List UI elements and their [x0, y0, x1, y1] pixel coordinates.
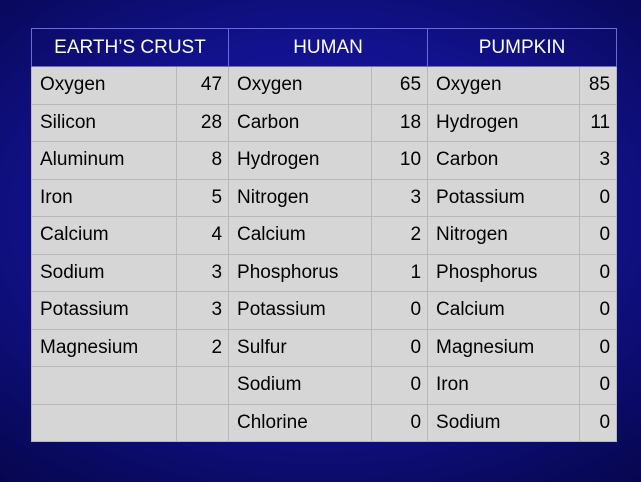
composition-table: EARTH’S CRUST HUMAN PUMPKIN Oxygen 47 Oxyg… — [30, 28, 618, 442]
earth-element-cell: Potassium — [31, 291, 177, 330]
human-value-cell: 1 — [371, 253, 429, 292]
earth-value-cell: 3 — [175, 291, 230, 330]
earth-element-cell: Calcium — [31, 216, 177, 255]
table-row: Oxygen 47 Oxygen 65 Oxygen 85 — [31, 66, 618, 105]
human-value-cell: 3 — [371, 178, 429, 217]
human-value-cell: 10 — [371, 141, 429, 180]
human-element-cell: Oxygen — [228, 66, 373, 105]
pumpkin-value-cell: 85 — [579, 66, 618, 105]
earth-element-cell — [31, 366, 177, 405]
pumpkin-value-cell: 0 — [579, 403, 618, 442]
table-row: Chlorine 0 Sodium 0 — [31, 403, 618, 442]
pumpkin-element-cell: Nitrogen — [427, 216, 581, 255]
table-row: Magnesium 2 Sulfur 0 Magnesium 0 — [31, 328, 618, 367]
pumpkin-value-cell: 0 — [579, 291, 618, 330]
human-value-cell: 65 — [371, 66, 429, 105]
earth-value-cell: 4 — [175, 216, 230, 255]
pumpkin-element-cell: Oxygen — [427, 66, 581, 105]
pumpkin-element-cell: Hydrogen — [427, 103, 581, 142]
human-element-cell: Potassium — [228, 291, 373, 330]
header-row: EARTH’S CRUST HUMAN PUMPKIN — [30, 28, 618, 67]
human-value-cell: 0 — [371, 403, 429, 442]
human-element-cell: Sulfur — [228, 328, 373, 367]
human-element-cell: Chlorine — [228, 403, 373, 442]
earth-element-cell: Iron — [31, 178, 177, 217]
earth-value-cell — [175, 403, 230, 442]
earth-value-cell: 47 — [175, 66, 230, 105]
table-row: Iron 5 Nitrogen 3 Potassium 0 — [31, 178, 618, 217]
pumpkin-value-cell: 0 — [579, 253, 618, 292]
table-row: Aluminum 8 Hydrogen 10 Carbon 3 — [31, 141, 618, 180]
human-element-cell: Nitrogen — [228, 178, 373, 217]
table-row: Sodium 0 Iron 0 — [31, 366, 618, 405]
earth-element-cell: Sodium — [31, 253, 177, 292]
table-body: Oxygen 47 Oxygen 65 Oxygen 85 Silicon 28 Carbon 1… — [31, 66, 618, 442]
pumpkin-value-cell: 0 — [579, 366, 618, 405]
header-pumpkin: PUMPKIN — [427, 28, 618, 67]
human-value-cell: 18 — [371, 103, 429, 142]
pumpkin-element-cell: Calcium — [427, 291, 581, 330]
table-row: Sodium 3 Phosphorus 1 Phosphorus 0 — [31, 253, 618, 292]
earth-element-cell: Magnesium — [31, 328, 177, 367]
human-value-cell: 0 — [371, 291, 429, 330]
pumpkin-element-cell: Potassium — [427, 178, 581, 217]
earth-value-cell: 2 — [175, 328, 230, 367]
human-value-cell: 2 — [371, 216, 429, 255]
earth-value-cell: 5 — [175, 178, 230, 217]
pumpkin-value-cell: 0 — [579, 178, 618, 217]
pumpkin-element-cell: Phosphorus — [427, 253, 581, 292]
pumpkin-value-cell: 0 — [579, 328, 618, 367]
table-row: Calcium 4 Calcium 2 Nitrogen 0 — [31, 216, 618, 255]
earth-element-cell: Oxygen — [31, 66, 177, 105]
pumpkin-value-cell: 11 — [579, 103, 618, 142]
human-element-cell: Phosphorus — [228, 253, 373, 292]
table-row: Potassium 3 Potassium 0 Calcium 0 — [31, 291, 618, 330]
human-value-cell: 0 — [371, 366, 429, 405]
pumpkin-element-cell: Sodium — [427, 403, 581, 442]
human-element-cell: Carbon — [228, 103, 373, 142]
earth-value-cell: 28 — [175, 103, 230, 142]
table-row: Silicon 28 Carbon 18 Hydrogen 11 — [31, 103, 618, 142]
human-value-cell: 0 — [371, 328, 429, 367]
pumpkin-element-cell: Iron — [427, 366, 581, 405]
earth-value-cell: 8 — [175, 141, 230, 180]
header-human: HUMAN — [228, 28, 429, 67]
earth-element-cell — [31, 403, 177, 442]
pumpkin-element-cell: Magnesium — [427, 328, 581, 367]
header-earths-crust: EARTH’S CRUST — [30, 28, 230, 67]
human-element-cell: Calcium — [228, 216, 373, 255]
human-element-cell: Sodium — [228, 366, 373, 405]
earth-value-cell: 3 — [175, 253, 230, 292]
human-element-cell: Hydrogen — [228, 141, 373, 180]
pumpkin-element-cell: Carbon — [427, 141, 581, 180]
earth-value-cell — [175, 366, 230, 405]
pumpkin-value-cell: 0 — [579, 216, 618, 255]
earth-element-cell: Silicon — [31, 103, 177, 142]
pumpkin-value-cell: 3 — [579, 141, 618, 180]
earth-element-cell: Aluminum — [31, 141, 177, 180]
